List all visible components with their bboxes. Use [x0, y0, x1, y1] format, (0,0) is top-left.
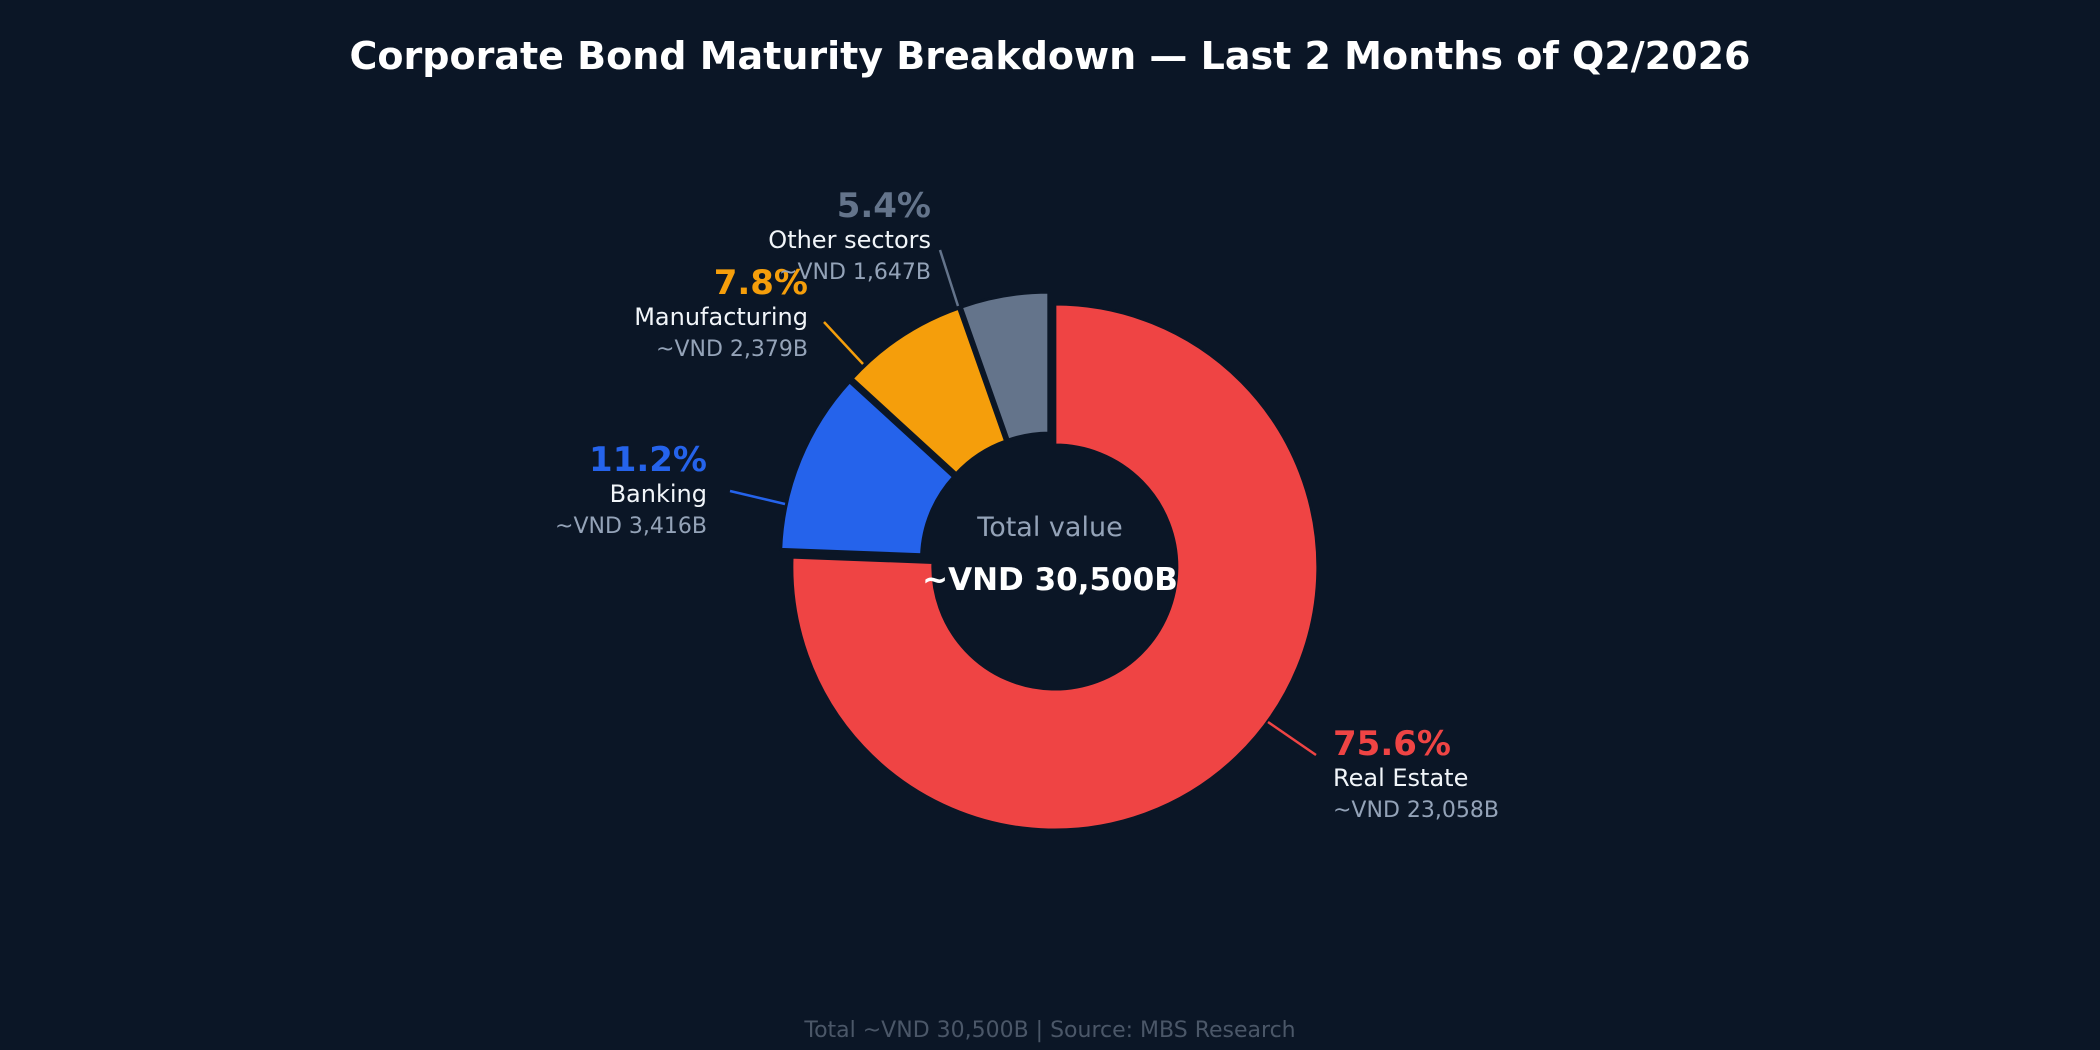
percent-label-manufacturing: 7.8% [714, 263, 808, 303]
value-label-real-estate: ~VND 23,058B [1333, 798, 1499, 823]
slice-labels: 75.6%Real Estate ~VND 23,058B 11.2%Banking… [555, 186, 1499, 823]
value-label-manufacturing: ~VND 2,379B [656, 337, 808, 362]
percent-label-real-estate: 75.6% [1333, 724, 1451, 764]
chart-footer: Total ~VND 30,500B | Source: MBS Researc… [804, 1018, 1296, 1043]
leader-line-real-estate [1267, 720, 1317, 757]
slice-manufacturing [850, 306, 1008, 476]
slice-real-estate [790, 302, 1320, 832]
center-label: Total value [976, 512, 1122, 543]
percent-label-banking: 11.2% [589, 440, 707, 480]
chart-title: Corporate Bond Maturity Breakdown — Last… [349, 34, 1751, 78]
value-label-other-sectors: ~VND 1,647B [779, 260, 931, 285]
slice-other-sectors [959, 290, 1051, 442]
donut-slices [779, 290, 1320, 832]
percent-label-other-sectors: 5.4% [837, 186, 931, 226]
category-label-banking: Banking [610, 480, 707, 508]
category-label-real-estate: Real Estate [1333, 764, 1468, 792]
leader-line-banking [729, 489, 786, 506]
category-label-other-sectors: Other sectors [768, 226, 931, 254]
leader-line-other-sectors [938, 249, 960, 307]
leader-line-manufacturing [823, 321, 864, 365]
value-label-banking: ~VND 3,416B [555, 514, 707, 539]
category-label-manufacturing: Manufacturing [634, 303, 808, 331]
center-value: ~VND 30,500B [922, 562, 1178, 598]
slice-banking [779, 379, 956, 557]
